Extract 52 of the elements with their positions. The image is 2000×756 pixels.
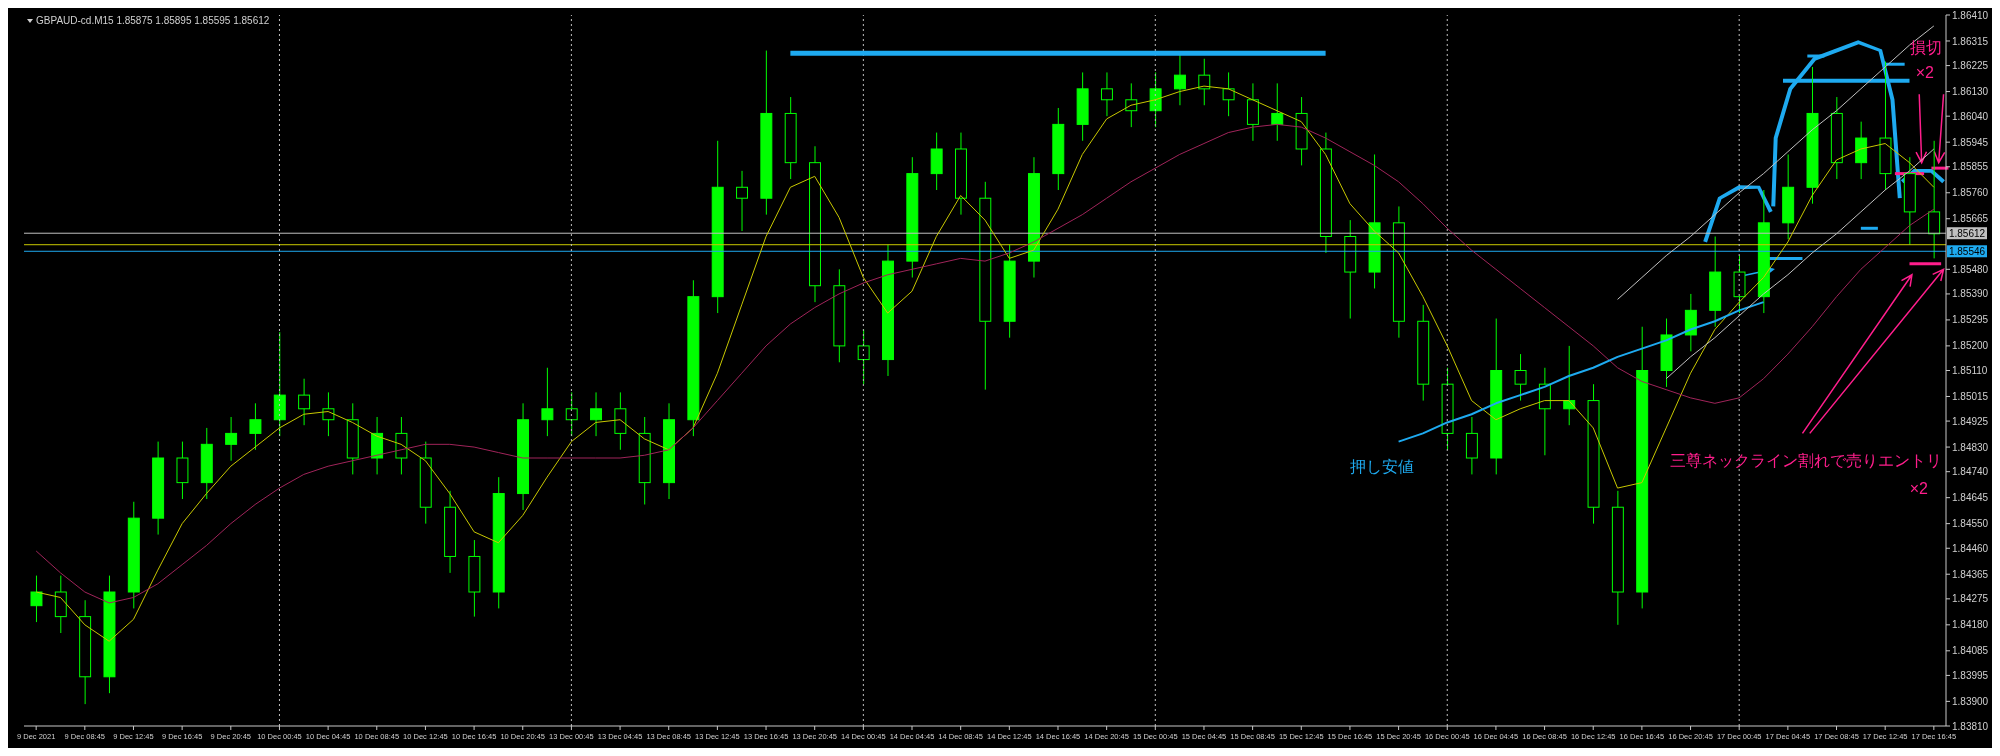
y-tick-label: 1.84550	[1952, 518, 1989, 530]
y-tick-label: 1.83810	[1952, 720, 1989, 732]
ref-line-label: 1.85546	[1948, 246, 1986, 258]
candlestick	[541, 367, 554, 437]
y-tick-label: 1.85015	[1952, 391, 1989, 403]
candlestick	[1928, 140, 1941, 259]
candlestick	[1149, 71, 1162, 128]
annotation: 三尊ネックライン割れで売りエントリ	[1670, 452, 1942, 470]
y-tick-label: 1.85855	[1952, 161, 1989, 173]
y-tick-label: 1.84275	[1952, 593, 1989, 605]
y-tick-label: 1.85200	[1952, 340, 1989, 352]
y-tick-label: 1.84830	[1952, 441, 1989, 453]
candlestick	[1271, 82, 1284, 142]
y-tick-label: 1.83995	[1952, 669, 1989, 681]
candlestick	[30, 575, 43, 623]
candlestick	[1100, 71, 1113, 117]
y-tick-label: 1.84645	[1952, 492, 1989, 504]
line-series	[1397, 301, 1765, 443]
y-tick-label: 1.85760	[1952, 187, 1989, 199]
candlestick	[225, 416, 238, 462]
candlestick	[590, 391, 603, 437]
y-tick-label: 1.85295	[1952, 314, 1989, 326]
y-tick-label: 1.86315	[1952, 35, 1989, 47]
y-tick-label: 1.85665	[1952, 213, 1989, 225]
y-tick-label: 1.83900	[1952, 695, 1989, 707]
annotation: 損切	[1910, 39, 1942, 57]
chart-title: GBPAUD-cd.M15 1.85875 1.85895 1.85595 1.85612	[36, 15, 270, 26]
y-tick-label: 1.85945	[1952, 136, 1989, 148]
y-tick-label: 1.85110	[1952, 365, 1988, 377]
candlestick	[298, 378, 311, 426]
y-tick-label: 1.85390	[1952, 288, 1989, 300]
y-tick-label: 1.85480	[1952, 263, 1989, 275]
y-tick-label: 1.84365	[1952, 568, 1989, 580]
candlestick	[1514, 353, 1527, 402]
y-tick-label: 1.84740	[1952, 466, 1989, 478]
candlestick	[249, 402, 262, 451]
candlestick	[857, 328, 870, 385]
y-tick-label: 1.84460	[1952, 542, 1989, 554]
annotation: 押し安値	[1349, 457, 1414, 475]
annotation: ×2	[1915, 63, 1935, 81]
ref-line-label: 1.85612	[1948, 228, 1986, 240]
y-tick-label: 1.84180	[1952, 619, 1989, 631]
y-tick-label: 1.86225	[1952, 60, 1989, 72]
candlestick	[1222, 71, 1235, 117]
y-tick-label: 1.84085	[1952, 645, 1989, 657]
y-tick-label: 1.86410	[1952, 9, 1989, 21]
y-tick-label: 1.84925	[1952, 415, 1989, 427]
candlestick	[736, 170, 748, 232]
y-tick-label: 1.86130	[1952, 86, 1989, 98]
y-tick-label: 1.86040	[1952, 110, 1989, 122]
annotation: ×2	[1909, 479, 1929, 497]
candlestick	[322, 391, 335, 437]
